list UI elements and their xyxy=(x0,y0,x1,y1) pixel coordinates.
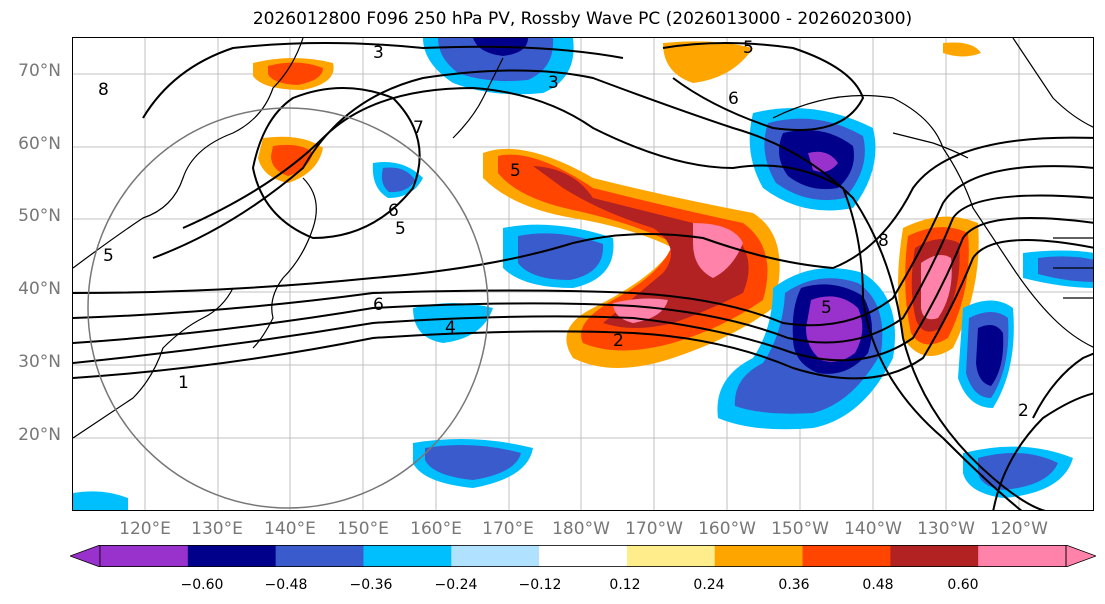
map-canvas: 3 3 5 6 7 6 5 5 6 4 5 2 2 1 8 8 5 xyxy=(73,38,1093,510)
colorbar-tick: −0.60 xyxy=(180,577,224,593)
contour-label-group: 3 3 5 6 7 6 5 5 6 4 5 2 2 1 8 8 5 xyxy=(98,38,1029,421)
contour-label: 3 xyxy=(548,73,559,93)
colorbar-segment xyxy=(626,545,716,567)
colorbar-segment xyxy=(539,545,628,567)
colorbar-segment xyxy=(275,545,364,567)
colorbar-tick: 0.12 xyxy=(609,577,641,593)
contour-label: 5 xyxy=(103,246,114,266)
contour-label: 5 xyxy=(821,298,832,318)
map-title: 2026012800 F096 250 hPa PV, Rossby Wave … xyxy=(252,9,913,29)
contour-label: 3 xyxy=(373,43,384,63)
colorbar-tick: 0.24 xyxy=(693,577,725,593)
pv-contours xyxy=(73,42,1093,510)
contour-label: 6 xyxy=(388,201,399,221)
coastlines xyxy=(73,38,1093,439)
contour-label: 1 xyxy=(178,373,189,393)
colorbar-tick: −0.36 xyxy=(349,577,393,593)
contour-label: 4 xyxy=(445,318,456,338)
colorbar-tick: 0.60 xyxy=(947,577,979,593)
contour-label: 8 xyxy=(878,231,889,251)
map-panel: 3 3 5 6 7 6 5 5 6 4 5 2 2 1 8 8 5 xyxy=(72,37,1094,511)
colorbar-extend-low xyxy=(70,545,101,567)
colorbar-segment xyxy=(100,545,189,567)
colorbar-segment xyxy=(451,545,540,567)
colorbar-segment xyxy=(363,545,452,567)
colorbar-tick: 0.36 xyxy=(778,577,810,593)
pv-shading xyxy=(73,38,1093,510)
colorbar-segment xyxy=(187,545,277,567)
contour-label: 7 xyxy=(413,118,424,138)
colorbar-segment xyxy=(714,545,804,567)
lon-label: 150°W xyxy=(771,519,829,539)
lon-label: 180°W xyxy=(552,519,610,539)
colorbar-tick: −0.48 xyxy=(264,577,308,593)
lon-label: 130°W xyxy=(917,519,975,539)
colorbar-outline xyxy=(99,545,1067,567)
lon-label: 140°W xyxy=(844,519,902,539)
colorbar-extend-high xyxy=(1065,545,1096,567)
lon-label: 160°W xyxy=(698,519,756,539)
lat-label: 40°N xyxy=(18,279,61,299)
lon-label: 150°E xyxy=(337,519,389,539)
lon-label: 140°E xyxy=(264,519,316,539)
lat-label: 30°N xyxy=(18,352,61,372)
colorbar-tick: −0.12 xyxy=(518,577,562,593)
lon-label: 130°E xyxy=(191,519,243,539)
lon-label: 170°W xyxy=(625,519,683,539)
lon-label: 160°E xyxy=(410,519,462,539)
lon-label: 120°W xyxy=(990,519,1048,539)
colorbar-segment xyxy=(802,545,891,567)
lat-label: 70°N xyxy=(18,61,61,81)
colorbar-segment xyxy=(978,545,1067,567)
contour-label: 2 xyxy=(1018,401,1029,421)
lon-label: 120°E xyxy=(119,519,171,539)
contour-label: 8 xyxy=(98,80,109,100)
colorbar-tick: 0.48 xyxy=(862,577,894,593)
colorbar-tick: −0.24 xyxy=(434,577,478,593)
colorbar xyxy=(70,545,1096,567)
contour-label: 5 xyxy=(510,161,521,181)
reference-circle xyxy=(87,107,489,509)
lat-label: 50°N xyxy=(18,206,61,226)
contour-label: 2 xyxy=(613,331,624,351)
contour-label: 5 xyxy=(395,219,406,239)
contour-label: 6 xyxy=(728,89,739,109)
contour-label: 6 xyxy=(373,295,384,315)
contour-label: 5 xyxy=(743,38,754,58)
lon-label: 170°E xyxy=(482,519,534,539)
colorbar-segment xyxy=(890,545,979,567)
lat-label: 20°N xyxy=(18,425,61,445)
lat-label: 60°N xyxy=(18,134,61,154)
